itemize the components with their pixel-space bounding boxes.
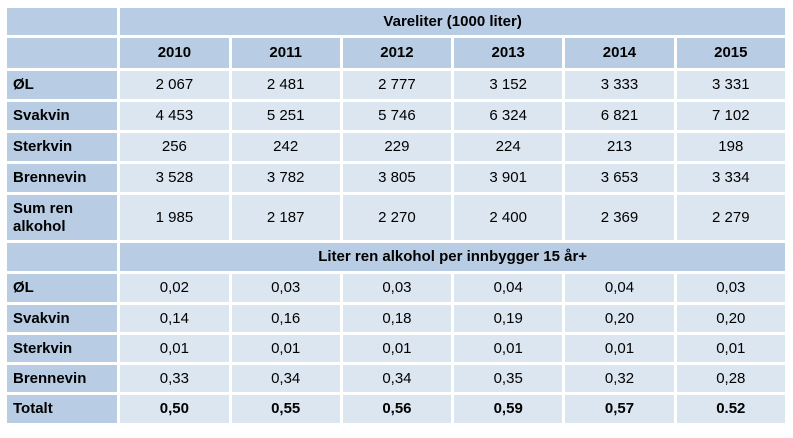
value-cell: 7 102 xyxy=(676,102,785,130)
value-cell: 0,33 xyxy=(120,365,229,392)
value-cell: 242 xyxy=(231,133,340,161)
section2-title: Liter ren alkohol per innbygger 15 år+ xyxy=(120,243,785,271)
table-row: Svakvin 0,14 0,16 0,18 0,19 0,20 0,20 xyxy=(7,305,785,332)
value-cell: 0,20 xyxy=(565,305,674,332)
value-cell: 1 985 xyxy=(120,195,229,240)
table-row: Sterkvin 0,01 0,01 0,01 0,01 0,01 0,01 xyxy=(7,335,785,362)
col-header-2010: 2010 xyxy=(120,38,229,68)
value-cell: 0,01 xyxy=(120,335,229,362)
value-cell: 3 333 xyxy=(565,71,674,99)
row-label-brennevin: Brennevin xyxy=(7,365,118,392)
value-cell: 0,32 xyxy=(565,365,674,392)
value-cell: 0,04 xyxy=(565,274,674,302)
value-cell: 4 453 xyxy=(120,102,229,130)
table-row: Vareliter (1000 liter) xyxy=(7,8,785,35)
value-cell: 3 901 xyxy=(454,164,563,192)
col-header-2015: 2015 xyxy=(676,38,785,68)
value-cell: 0,57 xyxy=(565,395,674,423)
value-cell: 2 270 xyxy=(342,195,452,240)
value-cell: 0,20 xyxy=(676,305,785,332)
row-label-totalt: Totalt xyxy=(7,395,118,423)
value-cell: 2 777 xyxy=(342,71,452,99)
value-cell: 3 805 xyxy=(342,164,452,192)
value-cell: 0,55 xyxy=(231,395,340,423)
value-cell: 256 xyxy=(120,133,229,161)
value-cell: 198 xyxy=(676,133,785,161)
table-row: Brennevin 0,33 0,34 0,34 0,35 0,32 0,28 xyxy=(7,365,785,392)
corner-cell xyxy=(7,8,118,35)
value-cell: 5 251 xyxy=(231,102,340,130)
value-cell: 2 067 xyxy=(120,71,229,99)
value-cell: 3 331 xyxy=(676,71,785,99)
value-cell: 5 746 xyxy=(342,102,452,130)
value-cell: 0,34 xyxy=(231,365,340,392)
value-cell: 0,19 xyxy=(454,305,563,332)
row-label-svakvin: Svakvin xyxy=(7,305,118,332)
col-header-2013: 2013 xyxy=(454,38,563,68)
value-cell: 0,01 xyxy=(342,335,452,362)
value-cell: 0,16 xyxy=(231,305,340,332)
value-cell: 2 481 xyxy=(231,71,340,99)
value-cell: 6 324 xyxy=(454,102,563,130)
table-row: Svakvin 4 453 5 251 5 746 6 324 6 821 7 … xyxy=(7,102,785,130)
alcohol-stats-table: Vareliter (1000 liter) 2010 2011 2012 20… xyxy=(4,5,788,426)
table-row: Liter ren alkohol per innbygger 15 år+ xyxy=(7,243,785,271)
section1-title: Vareliter (1000 liter) xyxy=(120,8,785,35)
value-cell: 0,01 xyxy=(454,335,563,362)
value-cell: 213 xyxy=(565,133,674,161)
table-row: 2010 2011 2012 2013 2014 2015 xyxy=(7,38,785,68)
row-label-sum-ren-alkohol: Sum ren alkohol xyxy=(7,195,118,240)
table-row: Sterkvin 256 242 229 224 213 198 xyxy=(7,133,785,161)
row-label-sterkvin: Sterkvin xyxy=(7,335,118,362)
value-cell: 0,28 xyxy=(676,365,785,392)
value-cell: 3 782 xyxy=(231,164,340,192)
value-cell: 3 334 xyxy=(676,164,785,192)
col-header-2011: 2011 xyxy=(231,38,340,68)
value-cell: 2 369 xyxy=(565,195,674,240)
value-cell: 224 xyxy=(454,133,563,161)
value-cell: 0,03 xyxy=(342,274,452,302)
table-row: Brennevin 3 528 3 782 3 805 3 901 3 653 … xyxy=(7,164,785,192)
col-header-2012: 2012 xyxy=(342,38,452,68)
value-cell: 6 821 xyxy=(565,102,674,130)
corner-cell xyxy=(7,243,118,271)
value-cell: 0,04 xyxy=(454,274,563,302)
table-row: Totalt 0,50 0,55 0,56 0,59 0,57 0.52 xyxy=(7,395,785,423)
value-cell: 0,14 xyxy=(120,305,229,332)
value-cell: 0,35 xyxy=(454,365,563,392)
value-cell: 0.52 xyxy=(676,395,785,423)
value-cell: 3 528 xyxy=(120,164,229,192)
table-row: ØL 0,02 0,03 0,03 0,04 0,04 0,03 xyxy=(7,274,785,302)
value-cell: 229 xyxy=(342,133,452,161)
value-cell: 2 279 xyxy=(676,195,785,240)
value-cell: 0,02 xyxy=(120,274,229,302)
value-cell: 0,59 xyxy=(454,395,563,423)
value-cell: 0,01 xyxy=(565,335,674,362)
value-cell: 0,50 xyxy=(120,395,229,423)
row-label-sterkvin: Sterkvin xyxy=(7,133,118,161)
value-cell: 0,34 xyxy=(342,365,452,392)
table-row: ØL 2 067 2 481 2 777 3 152 3 333 3 331 xyxy=(7,71,785,99)
row-label-brennevin: Brennevin xyxy=(7,164,118,192)
value-cell: 0,56 xyxy=(342,395,452,423)
value-cell: 3 653 xyxy=(565,164,674,192)
col-header-2014: 2014 xyxy=(565,38,674,68)
table-row: Sum ren alkohol 1 985 2 187 2 270 2 400 … xyxy=(7,195,785,240)
row-label-ol: ØL xyxy=(7,274,118,302)
value-cell: 2 400 xyxy=(454,195,563,240)
value-cell: 2 187 xyxy=(231,195,340,240)
value-cell: 3 152 xyxy=(454,71,563,99)
row-label-svakvin: Svakvin xyxy=(7,102,118,130)
value-cell: 0,01 xyxy=(676,335,785,362)
value-cell: 0,01 xyxy=(231,335,340,362)
corner-cell xyxy=(7,38,118,68)
value-cell: 0,03 xyxy=(231,274,340,302)
value-cell: 0,18 xyxy=(342,305,452,332)
row-label-ol: ØL xyxy=(7,71,118,99)
value-cell: 0,03 xyxy=(676,274,785,302)
